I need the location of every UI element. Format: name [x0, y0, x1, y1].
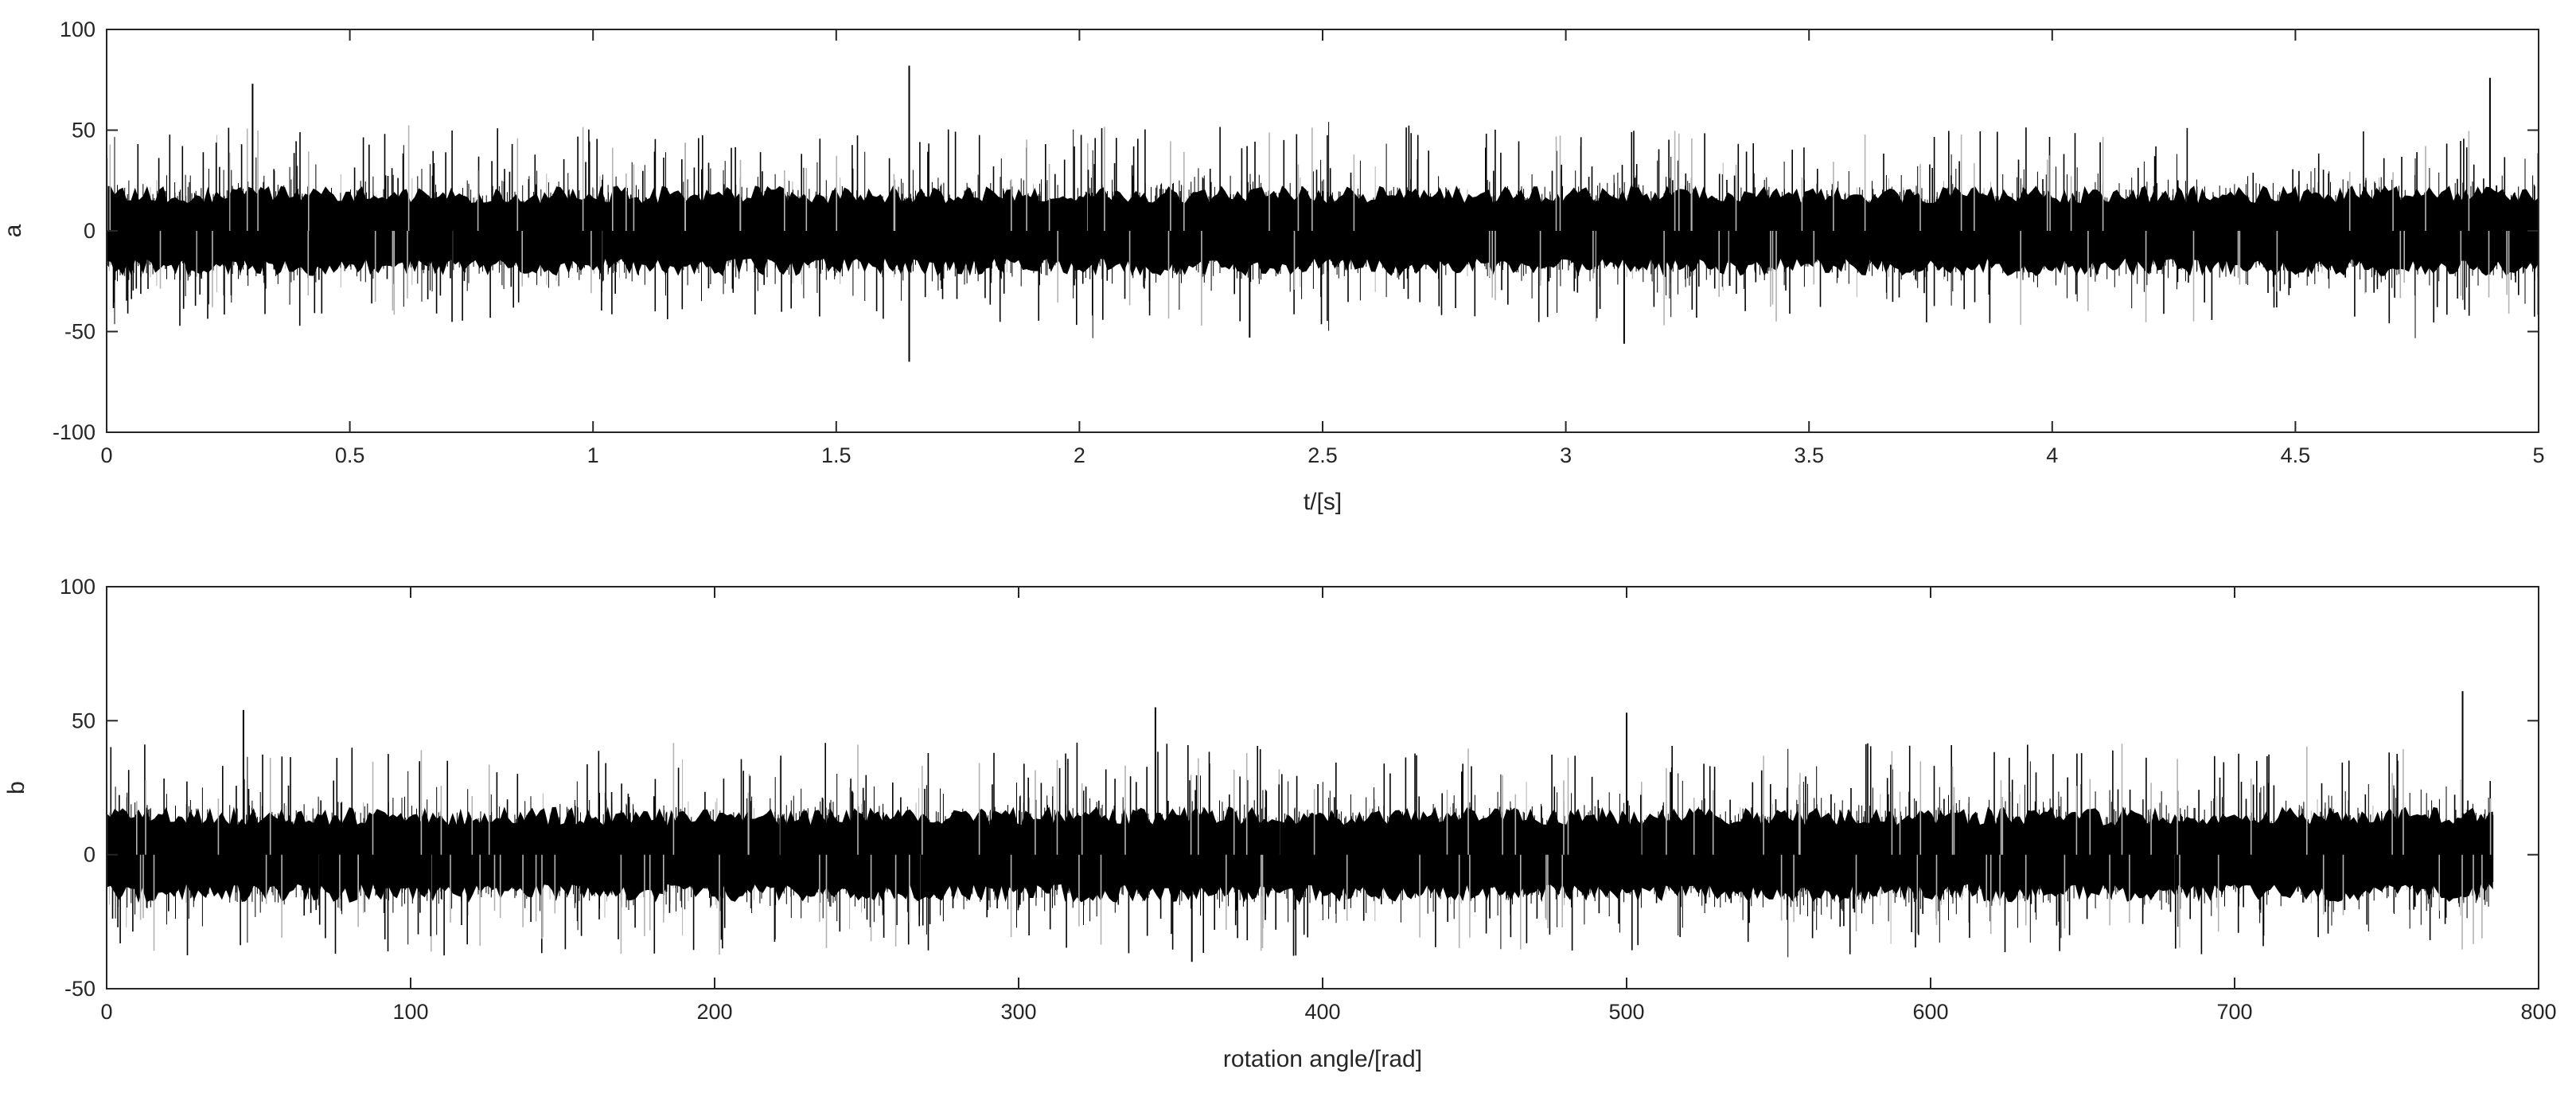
x-tick-label: 5 — [2532, 443, 2544, 467]
y-tick-label: 100 — [60, 18, 95, 41]
y-tick-label: 50 — [72, 119, 95, 142]
x-tick-label: 500 — [1608, 1000, 1644, 1024]
x-tick-label: 0.5 — [335, 443, 365, 467]
y-axis-label-b: b — [3, 781, 29, 794]
chart-panel-a: 0 0.5 1 1.5 2 2.5 3 3.5 4 4.5 5 -100 -50 0 50 100 t/[s… — [0, 18, 2545, 515]
x-tick-label: 4.5 — [2281, 443, 2311, 467]
signal-band — [107, 806, 2493, 904]
y-tick-labels-a: -100 -50 0 50 100 — [53, 18, 95, 444]
y-tick-label: 100 — [60, 575, 95, 599]
x-tick-label: 400 — [1304, 1000, 1340, 1024]
x-tick-label: 700 — [2216, 1000, 2252, 1024]
signal-trace-b — [106, 691, 2494, 962]
x-tick-label: 200 — [696, 1000, 732, 1024]
y-tick-label: 0 — [84, 843, 95, 867]
x-tick-label: 0 — [100, 443, 112, 467]
x-tick-label: 4 — [2046, 443, 2058, 467]
x-axis-label-a: t/[s] — [1304, 489, 1342, 515]
signal-trace-a — [106, 65, 2539, 362]
y-tick-label: 0 — [84, 219, 95, 243]
y-tick-label: -100 — [53, 420, 95, 444]
x-tick-labels-b: 0 100 200 300 400 500 600 700 800 — [100, 1000, 2556, 1024]
y-tick-label: -50 — [64, 320, 95, 344]
y-axis-label-a: a — [0, 224, 26, 237]
x-tick-label: 2 — [1074, 443, 1085, 467]
ticks-b — [106, 586, 2539, 990]
x-tick-label: 600 — [1912, 1000, 1948, 1024]
x-tick-label: 3 — [1560, 443, 1572, 467]
x-tick-label: 800 — [2520, 1000, 2556, 1024]
x-tick-label: 3.5 — [1794, 443, 1824, 467]
y-tick-label: -50 — [64, 977, 95, 1001]
signal-band — [107, 185, 2539, 276]
x-tick-label: 1 — [587, 443, 599, 467]
x-tick-label: 100 — [392, 1000, 428, 1024]
x-tick-label: 0 — [100, 1000, 112, 1024]
ticks-a — [106, 29, 2539, 433]
x-tick-label: 1.5 — [821, 443, 852, 467]
y-tick-labels-b: -50 0 50 100 — [60, 575, 95, 1001]
x-tick-label: 300 — [1000, 1000, 1036, 1024]
x-axis-label-b: rotation angle/[rad] — [1223, 1046, 1422, 1072]
x-tick-label: 2.5 — [1307, 443, 1338, 467]
y-tick-label: 50 — [72, 708, 95, 732]
x-tick-labels-a: 0 0.5 1 1.5 2 2.5 3 3.5 4 4.5 5 — [100, 443, 2544, 467]
